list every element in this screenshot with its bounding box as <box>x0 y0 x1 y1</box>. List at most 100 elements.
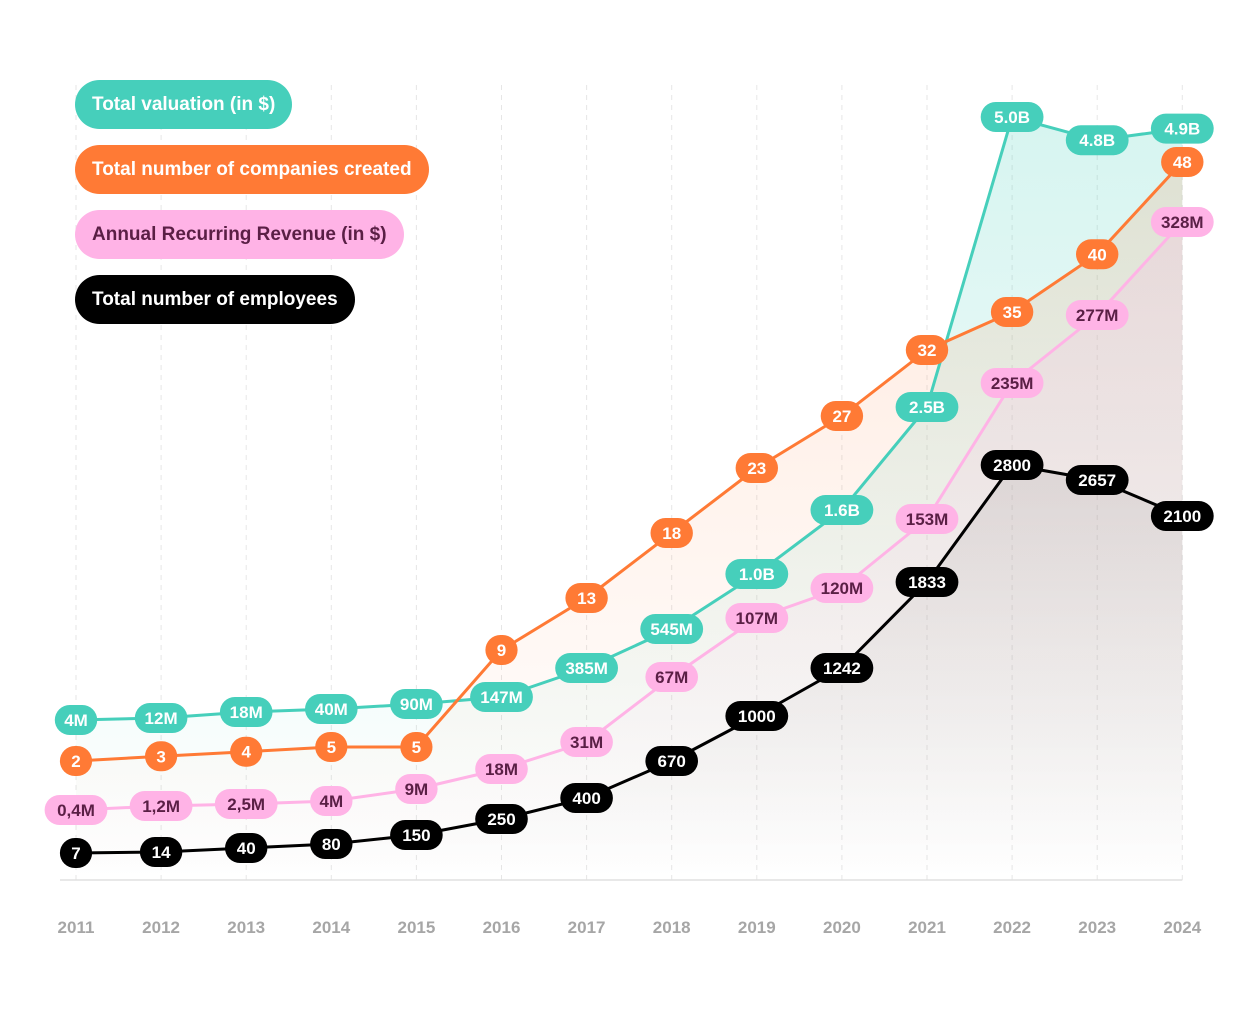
x-tick-label: 2011 <box>58 918 95 937</box>
data-point-employees: 80 <box>310 829 353 859</box>
data-label: 4.9B <box>1164 120 1200 139</box>
area-employees <box>76 465 1183 880</box>
data-label-bg <box>980 102 1044 132</box>
data-point-employees: 1833 <box>895 567 959 597</box>
data-point-employees: 1242 <box>810 653 874 683</box>
data-label: 31M <box>570 733 603 752</box>
data-point-companies: 2 <box>59 746 93 776</box>
data-point-arr: 153M <box>895 504 959 534</box>
data-label-bg <box>725 559 789 589</box>
data-label-bg <box>230 736 263 767</box>
data-point-companies: 9 <box>485 635 518 665</box>
data-label-bg <box>129 791 193 821</box>
data-point-companies: 5 <box>315 732 348 762</box>
data-label-bg <box>59 838 93 868</box>
data-point-companies: 35 <box>990 297 1034 327</box>
data-point-arr: 31M <box>560 727 613 757</box>
legend-item-valuation: Total valuation (in $) <box>75 80 293 129</box>
data-label-bg <box>895 504 959 534</box>
data-point-companies: 5 <box>400 732 433 762</box>
data-label: 18 <box>662 524 681 543</box>
data-point-companies: 40 <box>1076 239 1119 270</box>
data-point-arr: 67M <box>645 662 698 692</box>
data-label: 147M <box>480 688 523 707</box>
data-point-valuation: 90M <box>390 689 443 719</box>
area-fills <box>76 117 1183 880</box>
data-label: 27 <box>832 407 851 426</box>
data-point-employees: 150 <box>390 820 443 850</box>
legend-item-arr: Annual Recurring Revenue (in $) <box>75 210 404 259</box>
data-label-bg <box>134 703 188 733</box>
data-point-companies: 27 <box>820 401 864 431</box>
x-tick-label: 2024 <box>1163 918 1201 937</box>
data-label: 14 <box>152 843 171 862</box>
data-point-employees: 7 <box>59 838 93 868</box>
data-point-valuation: 5.0B <box>980 102 1044 132</box>
data-point-employees: 400 <box>560 783 613 813</box>
data-label: 4M <box>319 792 343 811</box>
data-point-valuation: 18M <box>219 697 273 727</box>
data-label-bg <box>485 635 518 665</box>
x-tick-label: 2022 <box>993 918 1031 937</box>
data-label-bg <box>645 662 698 692</box>
x-tick-label: 2021 <box>908 918 946 937</box>
data-point-employees: 2657 <box>1065 465 1129 495</box>
data-point-valuation: 147M <box>470 682 533 712</box>
data-label-bg <box>400 732 433 762</box>
data-labels: 4M 12M 18M 40M 90M 147M 385M 545M 1.0B 1.6B 2.5B 5.… <box>44 102 1214 868</box>
x-tick-label: 2019 <box>738 918 776 937</box>
data-label: 9 <box>497 641 506 660</box>
data-label-bg <box>560 783 613 813</box>
data-label: 235M <box>991 374 1034 393</box>
data-point-companies: 3 <box>145 741 178 772</box>
data-label-bg <box>565 583 608 613</box>
data-label: 277M <box>1076 306 1119 325</box>
data-label: 90M <box>400 695 433 714</box>
data-label-bg <box>225 833 268 863</box>
data-point-arr: 2,5M <box>214 789 278 819</box>
data-point-arr: 277M <box>1065 300 1129 330</box>
x-tick-label: 2018 <box>653 918 691 937</box>
data-label: 2,5M <box>227 795 265 814</box>
data-label-bg <box>980 368 1044 398</box>
x-tick-label: 2014 <box>312 918 350 937</box>
legend-item-companies: Total number of companies created <box>75 145 429 194</box>
data-label: 2 <box>71 752 80 771</box>
data-label: 545M <box>650 620 693 639</box>
data-point-valuation: 4.8B <box>1065 125 1129 156</box>
data-label-bg <box>1076 239 1119 270</box>
data-point-employees: 1000 <box>725 701 789 731</box>
data-label-bg <box>54 705 98 735</box>
x-tick-label: 2016 <box>483 918 521 937</box>
data-label: 5 <box>327 738 336 757</box>
data-label: 48 <box>1173 153 1192 172</box>
x-axis-ticks: 2011 2012 2013 2014 2015 2016 2017 2018 2019 2020… <box>58 918 1202 937</box>
data-point-arr: 328M <box>1150 207 1214 237</box>
data-label-bg <box>725 603 789 633</box>
data-label: 2800 <box>993 456 1031 475</box>
x-tick-label: 2013 <box>227 918 265 937</box>
data-point-arr: 4M <box>310 786 353 816</box>
data-label-bg <box>810 495 874 525</box>
data-label-bg <box>310 786 353 816</box>
data-label: 328M <box>1161 213 1204 232</box>
data-label: 18M <box>485 760 518 779</box>
data-label: 40 <box>237 839 256 858</box>
data-label-bg <box>145 741 178 772</box>
data-label-bg <box>214 789 278 819</box>
data-label-bg <box>640 614 704 644</box>
data-label-bg <box>810 573 874 603</box>
data-label: 35 <box>1003 303 1022 322</box>
data-label: 2.5B <box>909 398 945 417</box>
data-label: 1242 <box>823 659 861 678</box>
data-label-bg <box>895 567 959 597</box>
data-point-companies: 4 <box>230 736 263 767</box>
data-label: 385M <box>565 659 608 678</box>
x-tick-label: 2012 <box>142 918 180 937</box>
data-label: 120M <box>821 579 864 598</box>
data-point-arr: 235M <box>980 368 1044 398</box>
data-label: 67M <box>655 668 688 687</box>
data-label: 1,2M <box>142 797 180 816</box>
data-label-bg <box>895 392 959 422</box>
